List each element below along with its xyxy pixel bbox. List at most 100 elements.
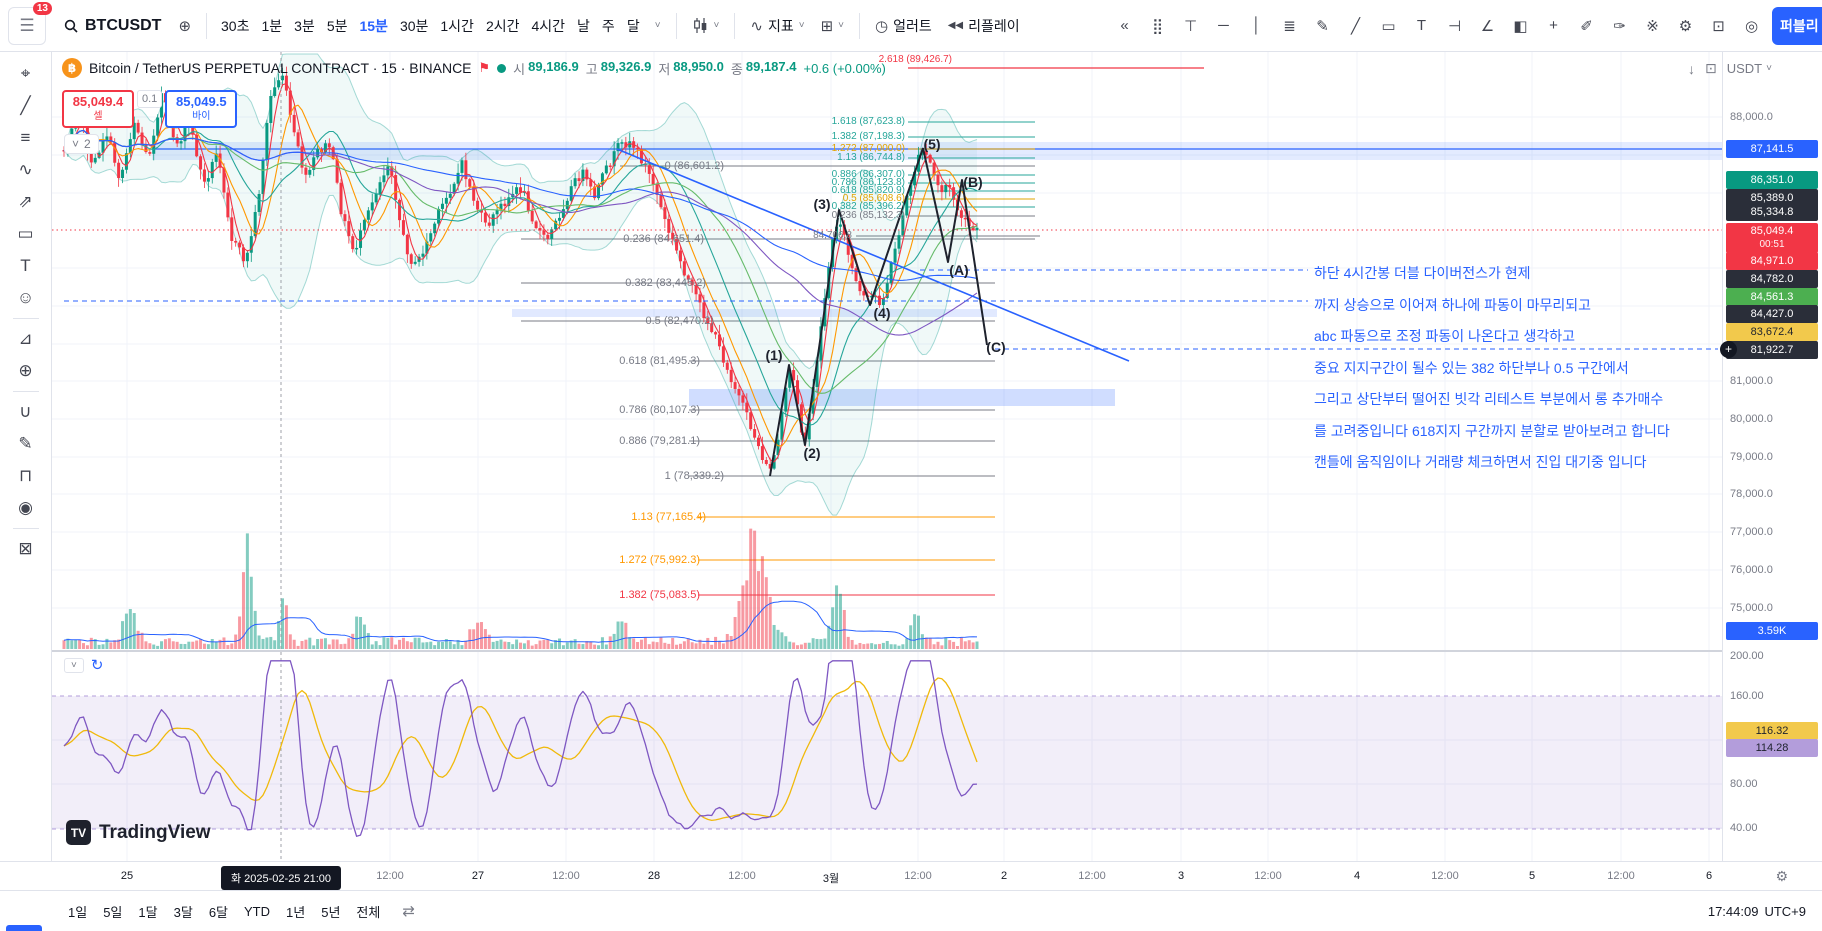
chart-type-button[interactable]: ˅: [685, 11, 727, 40]
scroll-to-recent-icon[interactable]: ↓: [1688, 60, 1695, 77]
add-alert-plus-icon[interactable]: +: [1720, 341, 1737, 358]
fullscreen-icon[interactable]: ⊡: [1702, 8, 1735, 44]
ohlc-key: 시: [513, 61, 526, 77]
legend-collapse-button[interactable]: ˅ 2: [64, 134, 99, 154]
axis-price-label: 76,000.0: [1730, 564, 1773, 576]
timeframe-1시간[interactable]: 1시간: [434, 10, 480, 42]
price-badge: 81,922.7: [1726, 341, 1818, 359]
timeframe-1분[interactable]: 1분: [255, 10, 288, 42]
symbol-search[interactable]: BTCUSDT: [56, 12, 169, 40]
horizontal-line-tool-icon[interactable]: ─: [1207, 8, 1240, 44]
timeframe-dropdown-button[interactable]: ˅: [648, 14, 668, 37]
timeframe-달[interactable]: 달: [621, 10, 646, 42]
shapes-tool-icon[interactable]: ▭: [7, 218, 45, 250]
range-1달[interactable]: 1달: [130, 897, 165, 926]
range-5년[interactable]: 5년: [313, 897, 348, 926]
screenshot-camera-icon[interactable]: ◎: [1735, 8, 1768, 44]
timeframe-30분[interactable]: 30분: [394, 10, 434, 42]
timeframe-주[interactable]: 주: [596, 10, 621, 42]
analysis-notes[interactable]: 하단 4시간봉 더블 다이버전스가 현제 까지 상승으로 이어져 하나에 파동이 …: [1314, 258, 1670, 479]
brush-tool-icon[interactable]: ✐: [1570, 8, 1603, 44]
time-label: 12:00: [552, 870, 580, 882]
vertical-line-tool-icon[interactable]: │: [1240, 8, 1273, 44]
alert-button[interactable]: ◷ 얼러트: [868, 10, 939, 42]
symbol-title[interactable]: Bitcoin / TetherUS PERPETUAL CONTRACT · …: [89, 60, 472, 76]
ohlc-value: 89,326.9: [600, 58, 652, 74]
layout-grid-button[interactable]: ⊞ ˅: [814, 11, 851, 41]
replay-icon: ◀◀: [947, 20, 964, 31]
range-1년[interactable]: 1년: [278, 897, 313, 926]
highlighter-tool-icon[interactable]: ✑: [1603, 8, 1636, 44]
emoji-tool-icon[interactable]: ☺: [7, 282, 45, 314]
text-tool-icon[interactable]: T: [7, 250, 45, 282]
timeframe-2시간[interactable]: 2시간: [480, 10, 526, 42]
timeframe-15분[interactable]: 15분: [353, 10, 393, 42]
eraser-tool-icon[interactable]: ◧: [1504, 8, 1537, 44]
magic-wand-tool-icon[interactable]: ※: [1636, 8, 1669, 44]
price-chart-canvas[interactable]: [52, 52, 1722, 861]
fib-retracement-tool-icon[interactable]: ≡: [7, 122, 45, 154]
remove-drawings-icon[interactable]: ⊠: [7, 533, 45, 565]
measure-tool-icon[interactable]: ⊿: [7, 323, 45, 355]
hide-drawings-icon[interactable]: ◉: [7, 492, 45, 524]
publish-button[interactable]: 퍼블리: [1772, 6, 1822, 45]
goto-date-button[interactable]: ⇄: [394, 898, 423, 924]
replay-button[interactable]: ◀◀ 리플레이: [941, 10, 1027, 42]
spread-value: 0.1: [137, 90, 163, 108]
note-line: 그리고 상단부터 떨어진 빗각 리테스트 부분에서 롱 추가매수: [1314, 391, 1664, 407]
range-3달[interactable]: 3달: [166, 897, 201, 926]
indicators-button[interactable]: ∿ 지표 ˅: [743, 10, 811, 42]
collapse-toolbar-icon[interactable]: «: [1108, 8, 1141, 44]
pitchfork-tool-icon[interactable]: ✎: [1306, 8, 1339, 44]
time-axis[interactable]: 25 12:00 27 12:00 28 12:00 3월 12:00 2 12:00 3 12:00…: [0, 861, 1822, 890]
layer-ma: [63, 82, 978, 463]
crosshair-tool-icon[interactable]: ⌖: [7, 58, 45, 90]
pane-refresh-icon[interactable]: ↻: [90, 657, 104, 674]
main-area: ⌖ ╱ ≡ ∿ ⇗ ▭ T ☺ ⊿ ⊕ ∪ ✎ ⊓ ◉ ⊠ ฿ Bitcoin / TetherUS PER…: [0, 52, 1822, 861]
flag-icon[interactable]: ⚑: [478, 60, 491, 75]
timeframe-4시간[interactable]: 4시간: [525, 10, 571, 42]
range-YTD[interactable]: YTD: [236, 897, 278, 926]
measure-plus-tool-icon[interactable]: +: [1537, 8, 1570, 44]
xabcd-pattern-tool-icon[interactable]: ⊣: [1438, 8, 1471, 44]
range-1일[interactable]: 1일: [60, 897, 95, 926]
fib-level-label: 1.13 (86,744.8): [837, 152, 905, 163]
trend-line-tool-icon[interactable]: ╱: [1339, 8, 1372, 44]
range-전체[interactable]: 전체: [348, 897, 388, 926]
range-5일[interactable]: 5일: [95, 897, 130, 926]
compare-add-button[interactable]: ⊕: [171, 11, 198, 41]
trendline-tool-icon[interactable]: ╱: [7, 90, 45, 122]
price-badge-value: 84,561.3: [1750, 291, 1794, 303]
crosshair-time-badge: 화 2025-02-25 21:00: [220, 866, 342, 890]
lock-drawings-icon[interactable]: ⊓: [7, 460, 45, 492]
chart-settings-gear-icon[interactable]: ⚙: [1669, 8, 1702, 44]
timeframe-5분[interactable]: 5분: [321, 10, 354, 42]
currency-toggle[interactable]: USDT ˅: [1727, 61, 1772, 76]
timeframe-30초[interactable]: 30초: [215, 10, 255, 42]
timeframe-3분[interactable]: 3분: [288, 10, 321, 42]
magnet-tool-icon[interactable]: ∪: [7, 396, 45, 428]
drag-handle-icon[interactable]: ⣿: [1141, 8, 1174, 44]
maximize-pane-icon[interactable]: ⊡: [1705, 60, 1717, 76]
cross-line-tool-icon[interactable]: ⊤: [1174, 8, 1207, 44]
buy-button[interactable]: 85,049.5 바이: [165, 90, 238, 128]
axis-settings-gear-icon[interactable]: ⚙: [1775, 868, 1788, 884]
forecast-tool-icon[interactable]: ⇗: [7, 186, 45, 218]
zoom-tool-icon[interactable]: ⊕: [7, 355, 45, 387]
note-line: 캔들에 움직임이나 거래량 체크하면서 진입 대기중 입니다: [1314, 454, 1647, 470]
chart-area: ฿ Bitcoin / TetherUS PERPETUAL CONTRACT …: [52, 52, 1737, 861]
pane-collapse-button[interactable]: ˅: [64, 657, 84, 673]
main-menu-button[interactable]: ☰ 13: [8, 1, 52, 45]
range-6달[interactable]: 6달: [201, 897, 236, 926]
sell-button[interactable]: 85,049.4 셀: [62, 90, 134, 128]
text-annotation-tool-icon[interactable]: T: [1405, 8, 1438, 44]
timeframe-날[interactable]: 날: [571, 10, 596, 42]
parallel-channel-tool-icon[interactable]: ≣: [1273, 8, 1306, 44]
clock[interactable]: 17:44:09 UTC+9: [1708, 904, 1806, 919]
drawing-mode-tool-icon[interactable]: ✎: [7, 428, 45, 460]
rectangle-tool-icon[interactable]: ▭: [1372, 8, 1405, 44]
pattern-tool-icon[interactable]: ∿: [7, 154, 45, 186]
elliott-wave-tool-icon[interactable]: ∠: [1471, 8, 1504, 44]
price-axis[interactable]: 88,000.0 81,000.0 80,000.0 79,000.0 78,000.0…: [1722, 52, 1822, 861]
taskbar-peek[interactable]: [6, 925, 42, 931]
